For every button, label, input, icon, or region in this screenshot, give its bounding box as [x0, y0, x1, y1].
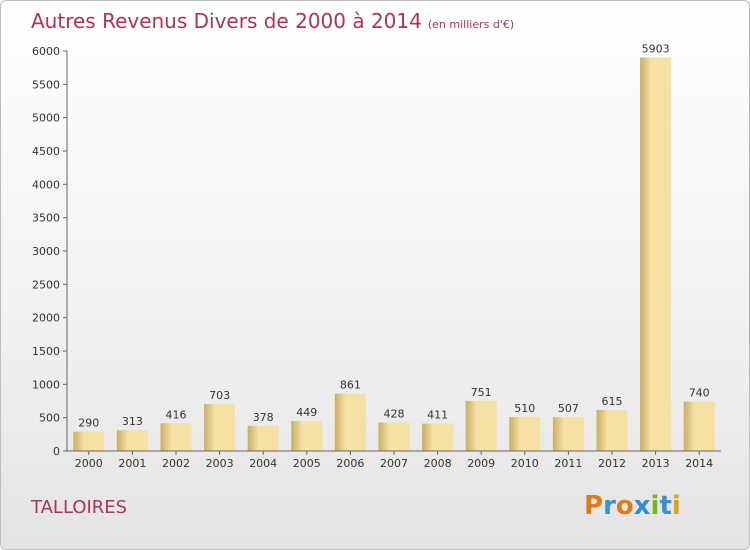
bar-2010 — [509, 417, 541, 451]
bar-value-label: 510 — [514, 402, 535, 415]
bar-value-label: 290 — [78, 417, 99, 430]
bar-value-label: 5903 — [642, 42, 670, 55]
x-tick-label: 2011 — [554, 457, 582, 470]
bar-value-label: 313 — [122, 415, 143, 428]
bar-value-label: 751 — [471, 386, 492, 399]
proxiti-logo: Proxiti — [584, 491, 681, 521]
bar-value-label: 740 — [689, 387, 710, 400]
logo-letter: r — [603, 491, 616, 521]
chart-subtitle: (en milliers d'€) — [427, 18, 515, 31]
bar-value-label: 416 — [166, 408, 187, 421]
x-tick-label: 2009 — [467, 457, 495, 470]
commune-name: TALLOIRES — [31, 497, 128, 518]
bar-2001 — [116, 430, 148, 451]
x-tick-label: 2008 — [424, 457, 452, 470]
bar-2004 — [247, 425, 279, 451]
logo-letter: x — [633, 491, 651, 521]
x-tick-label: 2005 — [293, 457, 321, 470]
bar-value-label: 449 — [296, 406, 317, 419]
y-tick-label: 4500 — [32, 145, 60, 158]
bar-2014 — [683, 401, 715, 451]
x-tick-label: 2002 — [162, 457, 190, 470]
logo-letter: t — [659, 491, 672, 521]
y-tick-label: 3000 — [32, 245, 60, 258]
bar-value-label: 378 — [253, 411, 274, 424]
bar-2012 — [596, 410, 628, 451]
y-tick-label: 4000 — [32, 178, 60, 191]
x-axis: 2000 2001 2002 2003 2004 2005 2006 2007 2008 2009… — [67, 450, 721, 470]
logo-letter: i — [671, 491, 681, 521]
chart-title: Autres Revenus Divers de 2000 à 2014 (en … — [31, 9, 514, 33]
y-tick-label: 5500 — [32, 78, 60, 91]
bar-value-label: 703 — [209, 389, 230, 402]
bar-2011 — [552, 417, 584, 451]
bar-2006 — [334, 393, 366, 451]
x-tick-label: 2013 — [642, 457, 670, 470]
y-tick-label: 6000 — [32, 45, 60, 58]
bar-2009 — [465, 400, 497, 451]
x-tick-label: 2003 — [206, 457, 234, 470]
bar-2003 — [204, 404, 236, 451]
x-tick-label: 2004 — [249, 457, 277, 470]
bar-2000 — [73, 431, 105, 451]
y-axis: 0 500 1000 1500 2000 2500 3000 3500 4000 4500 5000… — [32, 45, 68, 458]
bar-value-label: 411 — [427, 409, 448, 422]
y-tick-label: 1000 — [32, 378, 60, 391]
logo-letter: i — [650, 491, 660, 521]
bar-value-label: 615 — [602, 395, 623, 408]
bar-value-label: 861 — [340, 379, 361, 392]
y-tick-label: 500 — [39, 412, 60, 425]
y-tick-label: 1500 — [32, 345, 60, 358]
bar-value-label: 507 — [558, 402, 579, 415]
bar-2007 — [378, 422, 410, 451]
y-tick-label: 2000 — [32, 312, 60, 325]
x-tick-label: 2001 — [118, 457, 146, 470]
bar-2013 — [640, 57, 672, 451]
y-tick-label: 0 — [53, 445, 60, 458]
x-tick-label: 2014 — [685, 457, 713, 470]
chart-title-text: Autres Revenus Divers de 2000 à 2014 — [31, 9, 422, 33]
bar-2008 — [422, 423, 454, 451]
x-tick-label: 2006 — [336, 457, 364, 470]
logo-letter: o — [615, 491, 634, 521]
x-tick-label: 2000 — [75, 457, 103, 470]
x-tick-label: 2007 — [380, 457, 408, 470]
y-tick-label: 5000 — [32, 112, 60, 125]
y-tick-label: 3500 — [32, 212, 60, 225]
bar-value-label: 428 — [384, 407, 405, 420]
bars-group: 290 313 416 703 378 449 861 428 411 751 510 507 615 5… — [73, 42, 715, 451]
x-tick-label: 2012 — [598, 457, 626, 470]
bar-2005 — [291, 421, 323, 451]
y-tick-label: 2500 — [32, 278, 60, 291]
bar-2002 — [160, 423, 192, 451]
logo-letter: P — [584, 491, 604, 521]
x-tick-label: 2010 — [511, 457, 539, 470]
